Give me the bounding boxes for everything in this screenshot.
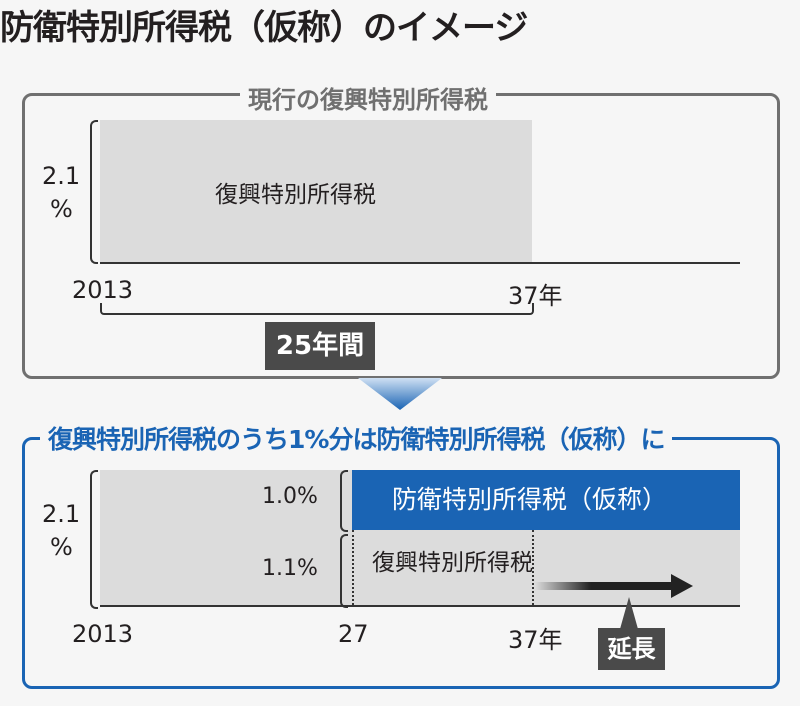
duration-bracket bbox=[100, 303, 534, 315]
axis-label-2013: 2013 bbox=[72, 276, 134, 304]
extension-badge: 延長 bbox=[598, 628, 665, 670]
reconstruction-tax-label: 復興特別所得税 bbox=[215, 182, 376, 208]
defense-rate: 1.0% bbox=[262, 484, 318, 509]
callout-pointer bbox=[620, 597, 638, 629]
page-title: 防衛特別所得税（仮称）のイメージ bbox=[0, 8, 528, 48]
year-37-marker bbox=[532, 530, 534, 605]
duration-badge: 25年間 bbox=[265, 322, 375, 370]
defense-rate-bracket bbox=[340, 470, 348, 532]
axis-label-37: 37年 bbox=[508, 282, 563, 310]
axis-label-37: 37年 bbox=[508, 626, 563, 654]
current-panel-title: 現行の復興特別所得税 bbox=[240, 80, 496, 115]
total-rate-unit: % bbox=[50, 533, 73, 561]
reconstruction-rate: 1.1% bbox=[262, 556, 318, 581]
total-rate-bracket bbox=[90, 470, 98, 609]
total-rate-value: 2.1 bbox=[42, 500, 81, 528]
time-axis bbox=[100, 262, 740, 264]
axis-label-27: 27 bbox=[338, 620, 369, 648]
rate-value: 2.1 bbox=[42, 162, 81, 190]
year-27-marker bbox=[352, 530, 354, 605]
rate-unit: % bbox=[50, 195, 73, 223]
extension-arrow-icon bbox=[535, 574, 693, 598]
down-arrow-icon bbox=[358, 378, 442, 410]
reconstruction-tax-label: 復興特別所得税 bbox=[372, 550, 533, 576]
reconstruction-rate-bracket bbox=[340, 534, 348, 608]
rate-bracket bbox=[90, 120, 98, 264]
defense-tax-bar bbox=[352, 470, 740, 530]
axis-label-2013: 2013 bbox=[72, 620, 134, 648]
defense-tax-label: 防衛特別所得税（仮称） bbox=[392, 485, 668, 514]
proposed-panel-title: 復興特別所得税のうち1%分は防衛特別所得税（仮称）に bbox=[40, 420, 673, 456]
reconstruction-tax-bar bbox=[100, 120, 532, 262]
time-axis bbox=[100, 605, 740, 607]
